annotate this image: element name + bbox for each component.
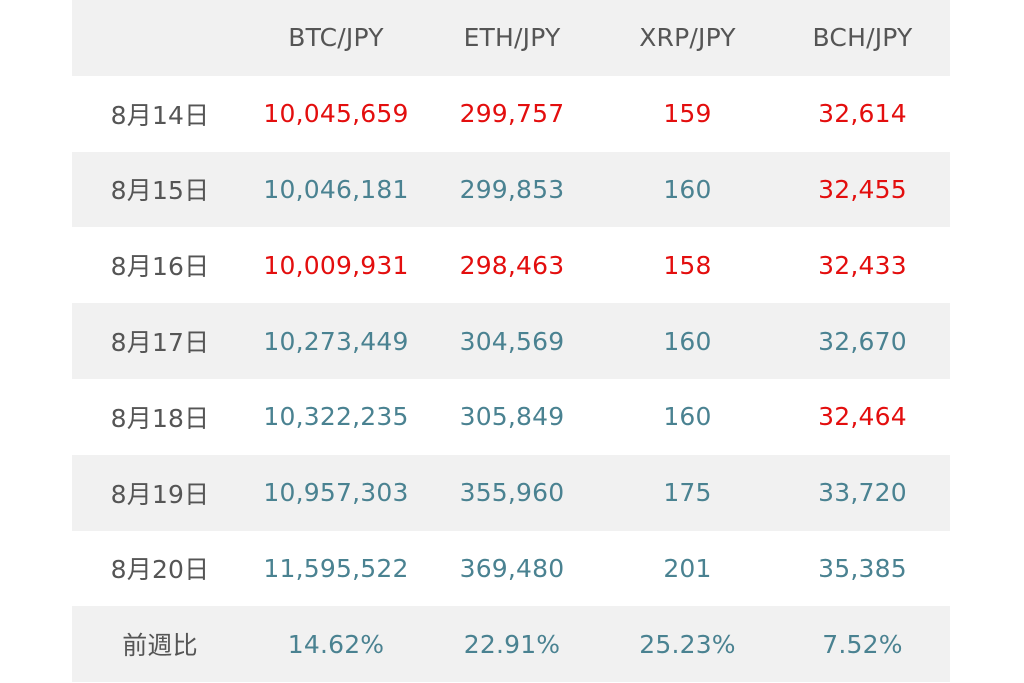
price-cell: 160 — [663, 326, 712, 356]
header-cell-blank — [72, 0, 248, 76]
table-row: 8月19日 10,957,303 355,960 175 33,720 — [72, 454, 950, 531]
price-cell: 32,433 — [818, 250, 907, 280]
weekly-change-bch: 7.52% — [822, 629, 903, 659]
price-cell: 10,046,181 — [263, 174, 409, 204]
table-row: 8月15日 10,046,181 299,853 160 32,455 — [72, 151, 950, 228]
weekly-change-label: 前週比 — [122, 631, 198, 661]
header-cell-eth: ETH/JPY — [463, 23, 561, 53]
price-cell: 355,960 — [459, 478, 565, 508]
table-row: 8月14日 10,045,659 299,757 159 32,614 — [72, 75, 950, 152]
date-cell: 8月14日 — [110, 100, 210, 130]
weekly-change-xrp: 25.23% — [639, 629, 736, 659]
date-cell: 8月15日 — [110, 176, 210, 206]
price-table: BTC/JPY ETH/JPY XRP/JPY BCH/JPY 8月14日 10… — [72, 0, 950, 683]
price-cell: 158 — [663, 250, 712, 280]
weekly-change-btc: 14.62% — [287, 629, 385, 659]
price-cell: 160 — [663, 402, 712, 432]
price-cell: 32,670 — [818, 326, 907, 356]
price-cell: 369,480 — [459, 553, 565, 583]
price-cell: 32,455 — [818, 174, 907, 204]
price-cell: 10,273,449 — [263, 326, 409, 356]
date-cell: 8月20日 — [110, 555, 210, 585]
price-cell: 175 — [663, 478, 712, 508]
header-cell-bch: BCH/JPY — [812, 23, 913, 53]
weekly-change-row: 前週比 14.62% 22.91% 25.23% 7.52% — [72, 606, 950, 683]
header-cell-btc: BTC/JPY — [288, 23, 384, 53]
price-cell: 11,595,522 — [263, 553, 409, 583]
price-cell: 304,569 — [459, 326, 565, 356]
price-cell: 32,464 — [818, 402, 907, 432]
price-cell: 159 — [663, 99, 712, 129]
price-cell: 35,385 — [818, 553, 907, 583]
table-row: 8月20日 11,595,522 369,480 201 35,385 — [72, 530, 950, 607]
price-cell: 298,463 — [459, 250, 565, 280]
price-cell: 299,757 — [459, 99, 565, 129]
price-cell: 10,957,303 — [263, 478, 409, 508]
table-header-row: BTC/JPY ETH/JPY XRP/JPY BCH/JPY — [72, 0, 950, 76]
price-cell: 201 — [663, 553, 712, 583]
header-cell-xrp: XRP/JPY — [639, 23, 736, 53]
table-row: 8月17日 10,273,449 304,569 160 32,670 — [72, 303, 950, 379]
table-row: 8月16日 10,009,931 298,463 158 32,433 — [72, 227, 950, 304]
table-row: 8月18日 10,322,235 305,849 160 32,464 — [72, 378, 950, 455]
price-cell: 10,045,659 — [263, 99, 409, 129]
date-cell: 8月18日 — [110, 403, 210, 433]
date-cell: 8月16日 — [110, 252, 210, 282]
price-cell: 10,322,235 — [263, 402, 409, 432]
price-cell: 160 — [663, 174, 712, 204]
price-cell: 32,614 — [818, 99, 907, 129]
price-cell: 33,720 — [818, 478, 907, 508]
price-cell: 10,009,931 — [263, 250, 409, 280]
price-cell: 305,849 — [459, 402, 565, 432]
weekly-change-eth: 22.91% — [463, 629, 561, 659]
date-cell: 8月19日 — [110, 479, 210, 509]
price-cell: 299,853 — [459, 174, 565, 204]
date-cell: 8月17日 — [110, 328, 210, 358]
